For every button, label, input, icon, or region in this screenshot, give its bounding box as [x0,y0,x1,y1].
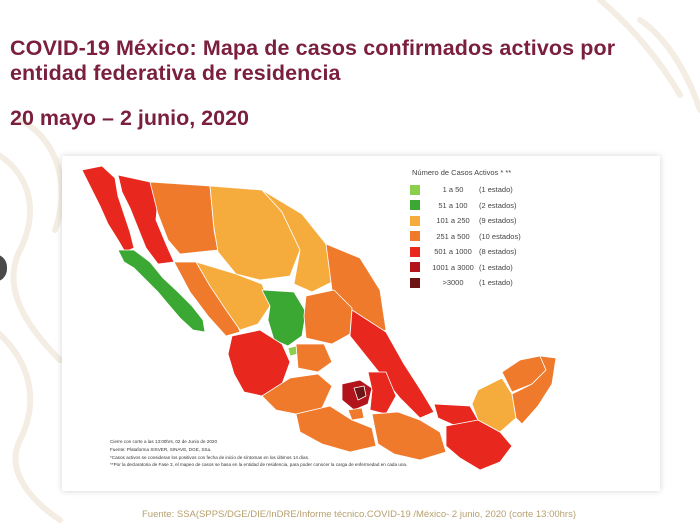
legend-item: 501 a 1000 (8 estados) [410,244,610,260]
note-cutoff: Cierre con corte a las 13:00hrs, 02 de J… [110,439,217,444]
date-range: 20 mayo – 2 junio, 2020 [10,106,250,130]
legend-swatch [410,184,420,195]
legend-item: 1 a 50 (1 estado) [410,182,610,198]
state-coahuila[interactable] [209,185,301,281]
legend-state-count: (1 estado) [479,185,513,195]
map-legend: Número de Casos Activos * ** 1 a 50 (1 e… [410,168,610,291]
legend-range: 1001 a 3000 [432,262,474,272]
state-durango[interactable] [195,261,271,331]
state-quintana-roo[interactable] [511,355,557,425]
legend-state-count: (9 estados) [479,216,517,226]
legend-state-count: (8 estados) [479,247,517,257]
legend-swatch [410,277,420,288]
footer-source: Fuente: SSA(SPPS/DGE/DIE/InDRE/Informe t… [142,509,577,520]
legend-title: Número de Casos Activos * ** [412,168,512,177]
legend-state-count: (10 estados) [479,231,521,241]
map-notes: Cierre con corte a las 13:00hrs, 02 de J… [110,438,550,469]
legend-range: 1 a 50 [442,185,464,195]
legend-swatch [410,200,420,211]
state-zacatecas[interactable] [261,289,307,347]
note-active-definition: *Casos activos se consideran los positiv… [110,454,310,460]
legend-item: 1001 a 3000 (1 estado) [410,260,610,276]
state-guanajuato[interactable] [295,343,333,373]
legend-item: 251 a 500 (10 estados) [410,229,610,245]
state-veracruz[interactable] [349,309,435,419]
legend-state-count: (1 estado) [479,262,513,272]
legend-range: 101 a 250 [436,216,470,226]
legend-range: 251 a 500 [436,231,470,241]
side-nav-handle[interactable] [0,254,7,282]
state-baja-california-sur[interactable] [117,249,206,333]
legend-range: 501 a 1000 [434,247,472,257]
state-baja-california[interactable] [81,165,135,253]
state-oaxaca[interactable] [371,411,447,461]
legend-swatch [410,215,420,226]
page-title: COVID-19 México: Mapa de casos confirmad… [10,36,616,85]
legend-state-count: (1 estado) [479,278,513,288]
state-morelos[interactable] [347,407,365,421]
legend-item: >3000 (1 estado) [410,275,610,291]
legend-item: 51 a 100 (2 estados) [410,198,610,214]
state-michoacan[interactable] [261,373,333,415]
note-source: Fuente: Plataforma SISVER, SINAVE, DGE, … [110,446,212,452]
legend-swatch [410,262,420,273]
note-phase-3: **Por la declaratoria de Fase 3, el mape… [110,462,408,468]
state-campeche[interactable] [471,377,517,433]
legend-swatch [410,246,420,257]
legend-item: 101 a 250 (9 estados) [410,213,610,229]
legend-range: >3000 [442,278,464,288]
state-ciudad-de-mexico[interactable] [353,385,367,401]
legend-state-count: (2 estados) [479,200,517,210]
state-nuevo-leon[interactable] [261,189,333,293]
legend-swatch [410,231,420,242]
state-guerrero[interactable] [295,405,377,453]
legend-range: 51 a 100 [438,200,468,210]
state-san-luis-potosi[interactable] [303,289,353,345]
